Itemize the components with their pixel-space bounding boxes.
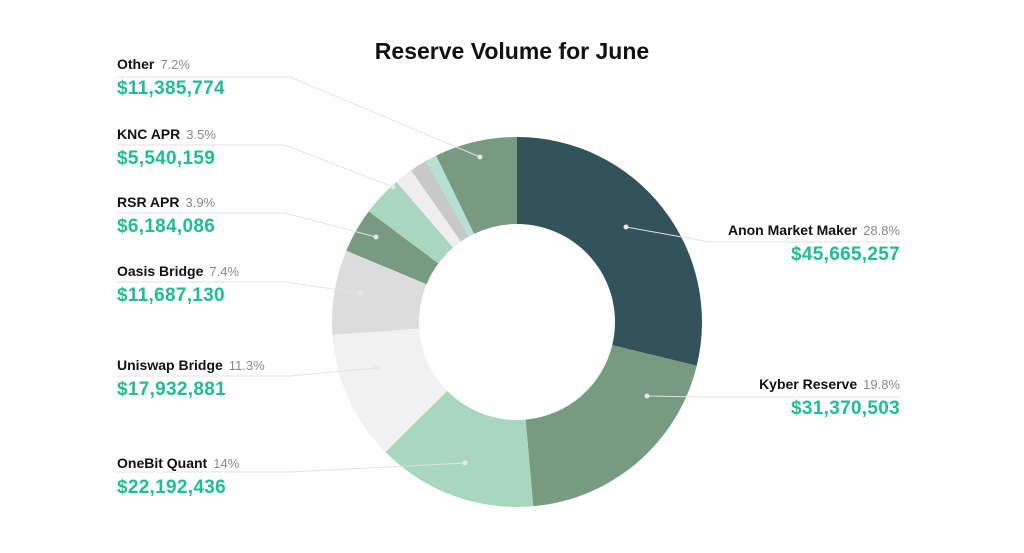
slice-percent: 3.9% bbox=[185, 195, 216, 210]
chart-title: Reserve Volume for June bbox=[374, 38, 650, 64]
slice-value: $11,687,130 bbox=[117, 285, 225, 306]
slice-label-header: KNC APR 3.5% bbox=[117, 126, 216, 144]
slice-value: $11,385,774 bbox=[117, 78, 225, 99]
slice-value: $31,370,503 bbox=[791, 398, 900, 419]
donut-slice-oasis-bridge bbox=[332, 250, 427, 335]
slice-label-header: Uniswap Bridge 11.3% bbox=[117, 357, 265, 375]
slice-percent: 3.5% bbox=[186, 127, 216, 142]
slice-value: $5,540,159 bbox=[117, 148, 216, 169]
slice-percent: 11.3% bbox=[228, 358, 265, 373]
slice-label: RSR APR 3.9% $6,184,086 bbox=[117, 194, 215, 238]
slice-percent: 28.8% bbox=[863, 223, 900, 238]
leader-dot bbox=[357, 290, 363, 296]
leader-dot bbox=[477, 154, 483, 160]
leader-line bbox=[117, 144, 394, 188]
donut-slice-unlabeled-7 bbox=[396, 170, 461, 248]
leader-dot bbox=[644, 393, 650, 399]
leader-line bbox=[117, 76, 481, 158]
slice-percent: 7.4% bbox=[209, 264, 240, 279]
slice-name: Other bbox=[117, 56, 155, 72]
slice-label: KNC APR 3.5% $5,540,159 bbox=[117, 126, 216, 170]
slice-name: KNC APR bbox=[117, 126, 181, 142]
slice-value: $17,932,881 bbox=[117, 379, 226, 400]
donut-slice-anon-market-maker bbox=[517, 137, 703, 366]
donut-slice-knc-apr bbox=[368, 181, 454, 264]
leader-line bbox=[625, 226, 900, 243]
slice-value: $6,184,086 bbox=[117, 216, 216, 237]
leader-dot bbox=[373, 234, 379, 240]
donut-slice-uniswap-bridge bbox=[332, 328, 448, 452]
slice-label: Uniswap Bridge 11.3% $17,932,881 bbox=[117, 357, 265, 401]
donut-slice-kyber-reserve bbox=[525, 345, 697, 507]
slice-label-header: RSR APR 3.9% bbox=[117, 194, 215, 212]
slice-name: Oasis Bridge bbox=[117, 263, 204, 279]
slice-label: Kyber Reserve 19.8% $31,370,503 bbox=[759, 376, 900, 420]
donut-slice-onebit-quant bbox=[385, 390, 534, 508]
leader-line bbox=[117, 281, 361, 294]
slice-label: OneBit Quant 14% $22,192,436 bbox=[117, 455, 239, 499]
slice-label: Anon Market Maker 28.8% $45,665,257 bbox=[728, 222, 900, 266]
leader-dot bbox=[390, 184, 396, 190]
slice-name: Uniswap Bridge bbox=[117, 357, 223, 373]
donut-slice-other bbox=[436, 137, 517, 234]
leader-line bbox=[646, 395, 900, 398]
donut-slice-rsr-apr bbox=[346, 211, 439, 285]
slice-percent: 14% bbox=[213, 456, 240, 471]
leader-line bbox=[117, 367, 378, 377]
slice-label-header: Other 7.2% bbox=[117, 56, 225, 74]
slice-label: Other 7.2% $11,385,774 bbox=[117, 56, 225, 100]
slice-label: Oasis Bridge 7.4% $11,687,130 bbox=[117, 263, 239, 307]
slice-label-header: OneBit Quant 14% bbox=[117, 455, 239, 473]
slice-value: $22,192,436 bbox=[117, 477, 226, 498]
leader-dot bbox=[623, 224, 629, 230]
leader-line bbox=[117, 212, 377, 238]
donut-slice-unlabeled-9 bbox=[425, 155, 475, 237]
slice-label-header: Anon Market Maker 28.8% bbox=[728, 222, 900, 240]
slice-label-header: Oasis Bridge 7.4% bbox=[117, 263, 239, 281]
leader-dot bbox=[462, 460, 468, 466]
slice-name: RSR APR bbox=[117, 194, 180, 210]
leader-line bbox=[117, 462, 466, 473]
slice-label-header: Kyber Reserve 19.8% bbox=[759, 376, 900, 394]
slice-name: Kyber Reserve bbox=[759, 376, 858, 392]
slice-percent: 19.8% bbox=[863, 377, 900, 392]
slice-name: Anon Market Maker bbox=[727, 222, 858, 238]
slice-name: OneBit Quant bbox=[117, 455, 208, 471]
slice-value: $45,665,257 bbox=[791, 244, 900, 265]
donut-slice-unlabeled-8 bbox=[411, 161, 469, 242]
slice-percent: 7.2% bbox=[160, 57, 190, 72]
leader-dot bbox=[374, 365, 380, 371]
